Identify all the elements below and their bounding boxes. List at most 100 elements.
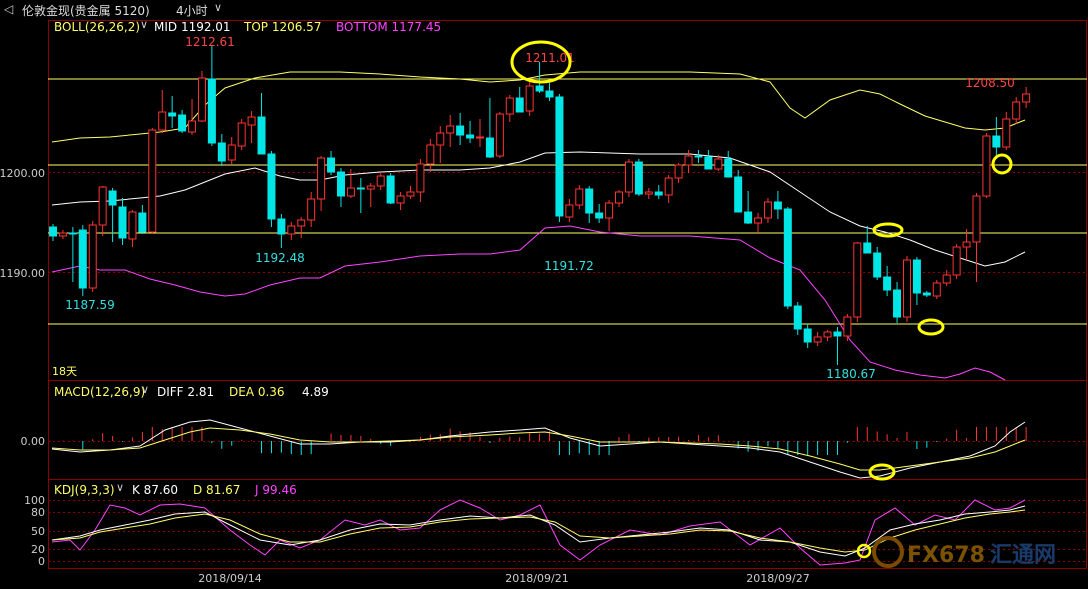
candle (634, 159, 643, 196)
candle (962, 229, 971, 260)
candle-body (992, 135, 1001, 148)
macd-diff-label: DIFF 2.81 (157, 385, 215, 399)
boll-bottom-line (51, 225, 1006, 381)
candle-body (386, 175, 395, 204)
candle-body (902, 259, 911, 318)
candle-body (654, 191, 663, 196)
candle-body (754, 217, 763, 224)
candle (446, 115, 455, 147)
candle (197, 71, 206, 122)
candle (873, 247, 882, 280)
candle-body (257, 116, 266, 155)
candle-body (1012, 101, 1021, 120)
candle (217, 134, 226, 166)
candle (1002, 112, 1011, 150)
high-label: 1212.61 (185, 35, 235, 49)
candle-body (346, 187, 355, 197)
candle-body (356, 187, 365, 190)
candle (982, 133, 991, 198)
highlight-circle (991, 153, 1013, 175)
candle-body (217, 142, 226, 162)
candle (972, 193, 981, 282)
candle-body (267, 153, 276, 220)
title-bar: ◁ 伦敦金现(贵金属 5120) 4小时 ∨ (0, 0, 1088, 20)
price-tick: 1200.00 (0, 167, 45, 180)
candle-body (1002, 118, 1011, 148)
kdj-k-line (51, 505, 1026, 557)
candle (227, 137, 236, 164)
candle (515, 87, 524, 113)
chevron-down-icon[interactable]: ∨ (116, 481, 125, 494)
chevron-down-icon[interactable]: ∨ (214, 1, 223, 14)
kdj-k-label: K 87.60 (132, 483, 179, 497)
candle-body (972, 195, 981, 243)
candle (287, 222, 296, 240)
chevron-left-icon[interactable]: ◁ (4, 2, 14, 16)
candle (922, 291, 931, 297)
candle (803, 324, 812, 348)
price-tick: 1190.00 (0, 267, 45, 280)
candle (783, 207, 792, 309)
candle (108, 188, 117, 242)
period-selector[interactable]: 4小时 (176, 4, 208, 18)
candle-body (952, 246, 961, 276)
candle-body (227, 144, 236, 161)
candle-body (525, 85, 534, 112)
candle (883, 266, 892, 296)
candle (257, 93, 266, 155)
candle (495, 112, 504, 158)
candle (237, 119, 246, 150)
candle-body (416, 163, 425, 193)
highlight-circle (917, 318, 945, 336)
chart-frame (48, 20, 1087, 569)
date-tick: 2018/09/27 (746, 572, 809, 585)
candle (853, 242, 862, 322)
candle (773, 191, 782, 219)
candle (555, 94, 564, 222)
candle (744, 191, 753, 224)
boll-bottom-label: BOTTOM 1177.45 (336, 20, 442, 34)
candle-body (863, 242, 872, 254)
candle-body (317, 157, 326, 200)
candle (942, 270, 951, 286)
chevron-down-icon[interactable]: ∨ (140, 18, 149, 31)
candle (466, 121, 475, 143)
candle (207, 46, 216, 146)
candle-body (336, 171, 345, 197)
candle-body (247, 116, 256, 126)
candle-body (565, 204, 574, 218)
candle-body (327, 157, 336, 173)
candle (1022, 87, 1031, 108)
candle-body (674, 164, 683, 179)
high-label: 1208.50 (965, 76, 1015, 90)
candle (456, 113, 465, 145)
candle-body (78, 229, 87, 289)
date-tick: 2018/09/21 (505, 572, 568, 585)
candle-body (893, 289, 902, 318)
candle-body (49, 226, 57, 237)
candle (793, 302, 802, 335)
candle (565, 199, 574, 222)
candle-body (555, 96, 564, 217)
candle (992, 117, 1001, 159)
candle (624, 159, 633, 197)
candle (178, 110, 187, 133)
candle-body (148, 129, 157, 233)
candle (317, 156, 326, 211)
candle (575, 185, 584, 209)
candle (505, 95, 514, 122)
date-tick: 2018/09/14 (198, 572, 261, 585)
candle-body (853, 242, 862, 318)
candle (386, 173, 395, 204)
candle-body (287, 225, 296, 235)
candle (128, 210, 137, 247)
candle (327, 151, 336, 175)
candle (833, 327, 842, 365)
candle (1012, 97, 1021, 124)
chevron-down-icon[interactable]: ∨ (141, 383, 150, 396)
candle-body (803, 328, 812, 343)
high-label: 1211.01 (525, 51, 575, 65)
candle-body (475, 136, 484, 139)
candle-body (823, 331, 832, 338)
